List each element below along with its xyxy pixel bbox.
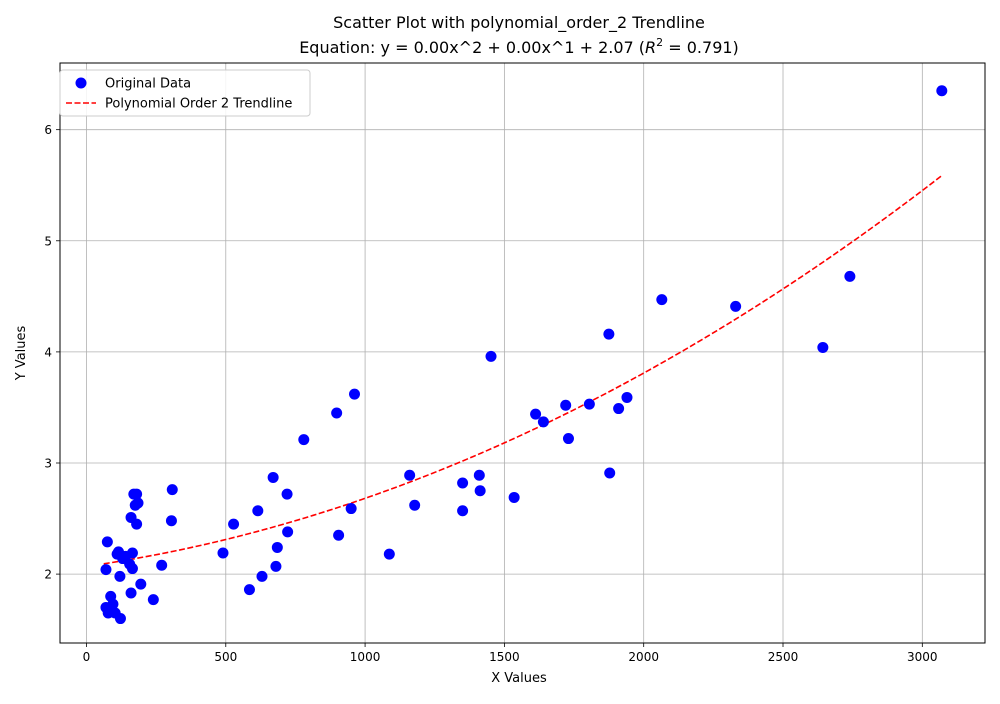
- y-axis-ticks: 2 3 4 5 6: [44, 123, 60, 582]
- data-point: [252, 505, 264, 517]
- data-point: [271, 541, 283, 553]
- subtitle-prefix: Equation: y = 0.00x^2 + 0.00x^1 + 2.07 (: [299, 38, 645, 57]
- subtitle-r2: R: [645, 38, 656, 57]
- data-point: [817, 341, 829, 353]
- x-axis-ticks: 0 500 1000 1500 2000 2500 3000: [83, 643, 938, 664]
- data-point: [485, 350, 497, 362]
- data-point: [537, 416, 549, 428]
- data-point: [345, 503, 357, 515]
- legend-label-trendline: Polynomial Order 2 Trendline: [105, 97, 292, 112]
- data-point: [114, 570, 126, 582]
- data-point: [126, 563, 138, 575]
- data-point: [560, 399, 572, 411]
- data-points: [100, 85, 948, 625]
- data-point: [583, 398, 595, 410]
- y-tick-label: 2: [44, 568, 52, 582]
- trendline-layer: [103, 174, 943, 565]
- x-tick-label: 3000: [907, 650, 938, 664]
- data-point: [125, 587, 137, 599]
- data-point: [404, 469, 416, 481]
- data-point: [165, 515, 177, 527]
- trendline-curve: [103, 174, 943, 565]
- data-point: [156, 559, 168, 571]
- data-point: [844, 270, 856, 282]
- plot-frame: [59, 62, 986, 644]
- data-point: [936, 85, 948, 97]
- data-point: [530, 408, 542, 420]
- data-point: [621, 391, 633, 403]
- data-point: [603, 328, 615, 340]
- data-point: [282, 526, 294, 538]
- x-tick-label: 2000: [628, 650, 659, 664]
- data-point: [331, 407, 343, 419]
- data-point: [100, 564, 112, 576]
- data-point: [243, 584, 255, 596]
- subtitle-suffix: = 0.791): [663, 38, 739, 57]
- data-point: [457, 505, 469, 517]
- data-point: [131, 518, 143, 530]
- x-axis-label: X Values: [491, 671, 547, 686]
- data-point: [656, 294, 668, 306]
- data-point: [267, 471, 279, 483]
- x-tick-label: 1000: [350, 650, 381, 664]
- y-tick-label: 4: [44, 345, 52, 359]
- data-point: [101, 536, 113, 548]
- subtitle-r2-sup: 2: [656, 36, 663, 49]
- data-point: [409, 499, 421, 511]
- data-point: [114, 613, 126, 625]
- data-point: [107, 598, 119, 610]
- data-point: [270, 560, 282, 572]
- data-point: [298, 434, 310, 446]
- x-tick-label: 2500: [768, 650, 799, 664]
- legend-marker-original-data: [75, 77, 87, 89]
- data-point: [349, 388, 360, 400]
- data-point: [281, 488, 293, 500]
- data-point: [613, 403, 625, 415]
- legend-label-original-data: Original Data: [105, 77, 191, 92]
- legend: Original Data Polynomial Order 2 Trendli…: [59, 69, 311, 117]
- data-point: [730, 300, 742, 312]
- data-point: [383, 548, 395, 560]
- grid-lines: [60, 63, 985, 643]
- x-tick-label: 0: [83, 650, 91, 664]
- chart-title: Scatter Plot with polynomial_order_2 Tre…: [333, 13, 705, 33]
- data-point: [228, 518, 240, 530]
- data-point: [473, 469, 485, 481]
- chart-subtitle: Equation: y = 0.00x^2 + 0.00x^1 + 2.07 (…: [299, 36, 739, 57]
- data-point: [604, 467, 616, 479]
- data-point: [457, 477, 469, 489]
- data-point: [217, 547, 229, 559]
- data-point: [126, 547, 138, 559]
- data-point: [474, 485, 486, 497]
- data-point: [132, 497, 144, 509]
- data-point: [135, 578, 147, 590]
- data-point: [508, 491, 520, 503]
- data-point: [131, 488, 143, 500]
- y-tick-label: 5: [44, 234, 52, 248]
- y-tick-label: 3: [44, 457, 52, 471]
- y-tick-label: 6: [44, 123, 52, 137]
- x-tick-label: 500: [214, 650, 237, 664]
- x-tick-label: 1500: [489, 650, 520, 664]
- legend-box: [59, 69, 311, 117]
- data-point: [333, 529, 345, 541]
- data-point: [166, 484, 178, 496]
- data-point: [256, 570, 268, 582]
- data-point: [147, 594, 159, 606]
- y-axis-label: Y Values: [14, 326, 29, 382]
- data-point: [562, 433, 574, 445]
